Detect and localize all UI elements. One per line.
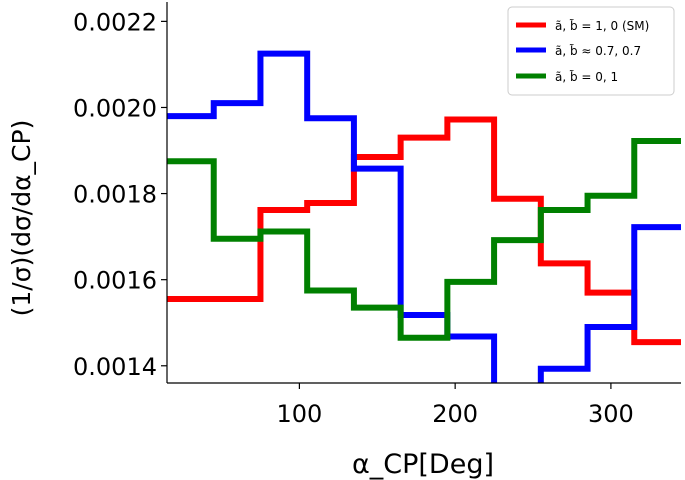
series-sm-step-line [167,116,681,346]
series-mixed-step-line [167,50,681,383]
legend-label-sm: ã, b̃ = 1, 0 (SM) [555,19,649,33]
y-tick-label: 0.0014 [73,353,157,381]
axes [166,2,681,384]
x-tick-label: 300 [588,400,634,428]
legend-label-odd: ã, b̃ = 0, 1 [555,70,618,84]
x-axis-label: α_CP[Deg] [352,449,494,480]
ticks: 0.0014 0.0016 0.0018 0.0020 0.0022 100 200 300 [73,8,634,428]
x-tick-label: 200 [432,400,478,428]
y-tick-label: 0.0018 [73,181,157,209]
legend-label-mixed: ã, b̃ ≈ 0.7, 0.7 [555,44,641,58]
series-odd-step-line [167,138,681,341]
y-axis-label: (1/σ)(dσ/dα_CP) [7,120,36,317]
x-tick-label: 100 [276,400,322,428]
y-tick-label: 0.0020 [73,94,157,122]
series-layer [167,50,681,383]
legend: ã, b̃ = 1, 0 (SM) ã, b̃ ≈ 0.7, 0.7 ã, b̃… [507,6,675,96]
legend-frame [507,6,675,96]
y-tick-label: 0.0016 [73,267,157,295]
y-tick-label: 0.0022 [73,8,157,36]
